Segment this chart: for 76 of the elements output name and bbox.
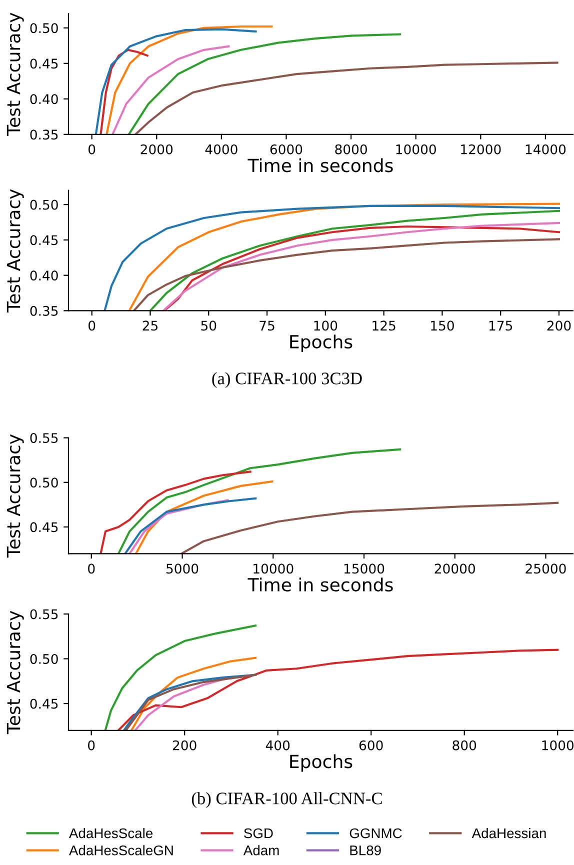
- x-axis-title: Time in seconds: [248, 578, 393, 592]
- line-series: [128, 33, 402, 134]
- y-tick-label: 0.55: [30, 609, 58, 620]
- line-series: [128, 499, 229, 554]
- x-axis-title: Epochs: [290, 334, 352, 352]
- x-tick-label: 25000: [526, 564, 566, 574]
- x-tick-label: 0: [88, 320, 96, 331]
- y-tick-label: 0.50: [30, 654, 58, 664]
- x-axis-title: Time in seconds: [248, 158, 393, 172]
- x-tick-label: 10000: [396, 144, 436, 154]
- line-series: [117, 648, 559, 730]
- x-tick-label: 150: [431, 320, 454, 331]
- line-series: [112, 45, 230, 134]
- y-tick-label: 0.40: [30, 270, 58, 281]
- x-tick-label: 6000: [270, 144, 302, 154]
- line-series: [124, 497, 257, 554]
- line-series: [100, 48, 148, 134]
- y-tick-label: 0.40: [30, 94, 58, 104]
- line-series: [100, 470, 252, 554]
- y-axis-title: Test Accuracy: [6, 189, 24, 312]
- x-tick-label: 0: [88, 740, 95, 750]
- x-tick-label: 20000: [434, 564, 475, 574]
- legend-label: GGNMC: [350, 828, 402, 838]
- x-tick-label: 400: [266, 740, 290, 750]
- x-tick-label: 10000: [254, 564, 294, 574]
- line-series: [104, 624, 257, 730]
- x-tick-label: 100: [314, 320, 338, 331]
- legend-label: SGD: [244, 828, 273, 838]
- legend-label: AdaHesScaleGN: [69, 845, 173, 856]
- legend-label: BL89: [350, 845, 381, 856]
- text: (a) CIFAR-100 3C3D: [212, 372, 362, 388]
- x-tick-label: 8000: [335, 144, 367, 154]
- y-axis-title: Test Accuracy: [6, 12, 24, 136]
- line-series: [180, 502, 559, 554]
- y-axis-title: Test Accuracy: [6, 434, 24, 558]
- line-series: [117, 448, 402, 554]
- legend-label: Adam: [243, 845, 279, 856]
- x-tick-label: 5000: [166, 564, 198, 574]
- x-tick-label: 600: [359, 740, 383, 750]
- legend-label: AdaHessian: [472, 828, 546, 838]
- x-tick-label: 200: [172, 740, 196, 750]
- x-tick-label: 14000: [526, 144, 566, 154]
- y-tick-label: 0.50: [30, 200, 58, 210]
- x-tick-label: 125: [372, 320, 396, 331]
- x-tick-label: 800: [452, 740, 476, 750]
- y-tick-label: 0.50: [30, 23, 58, 34]
- x-tick-label: 25: [142, 320, 158, 331]
- x-tick-label: 2000: [140, 144, 173, 154]
- x-tick-label: 0: [88, 564, 95, 574]
- line-series: [134, 480, 274, 554]
- y-tick-label: 0.50: [30, 478, 58, 488]
- y-tick-label: 0.35: [30, 130, 58, 140]
- x-tick-label: 12000: [461, 144, 501, 154]
- y-tick-label: 0.45: [30, 235, 58, 246]
- line-series: [130, 656, 257, 730]
- y-tick-label: 0.45: [30, 58, 58, 69]
- x-tick-label: 15000: [344, 564, 384, 574]
- line-series: [106, 25, 273, 134]
- y-tick-label: 0.55: [30, 433, 58, 443]
- x-tick-label: 75: [260, 320, 274, 331]
- y-tick-label: 0.45: [30, 698, 58, 709]
- y-tick-label: 0.45: [30, 522, 58, 532]
- x-tick-label: 4000: [205, 144, 238, 154]
- x-tick-label: 0: [88, 144, 96, 154]
- x-axis-title: Epochs: [290, 754, 352, 772]
- line-series: [132, 238, 560, 311]
- y-axis-title: Test Accuracy: [6, 610, 24, 734]
- x-tick-label: 50: [201, 320, 216, 331]
- x-tick-label: 200: [547, 320, 571, 331]
- line-series: [134, 62, 558, 134]
- line-series: [94, 28, 257, 134]
- x-tick-label: 175: [489, 320, 512, 331]
- y-tick-label: 0.35: [30, 306, 58, 316]
- text: (b) CIFAR-100 All-CNN-C: [192, 792, 382, 808]
- x-tick-label: 1000: [542, 740, 574, 750]
- legend-label: AdaHesScale: [69, 828, 153, 838]
